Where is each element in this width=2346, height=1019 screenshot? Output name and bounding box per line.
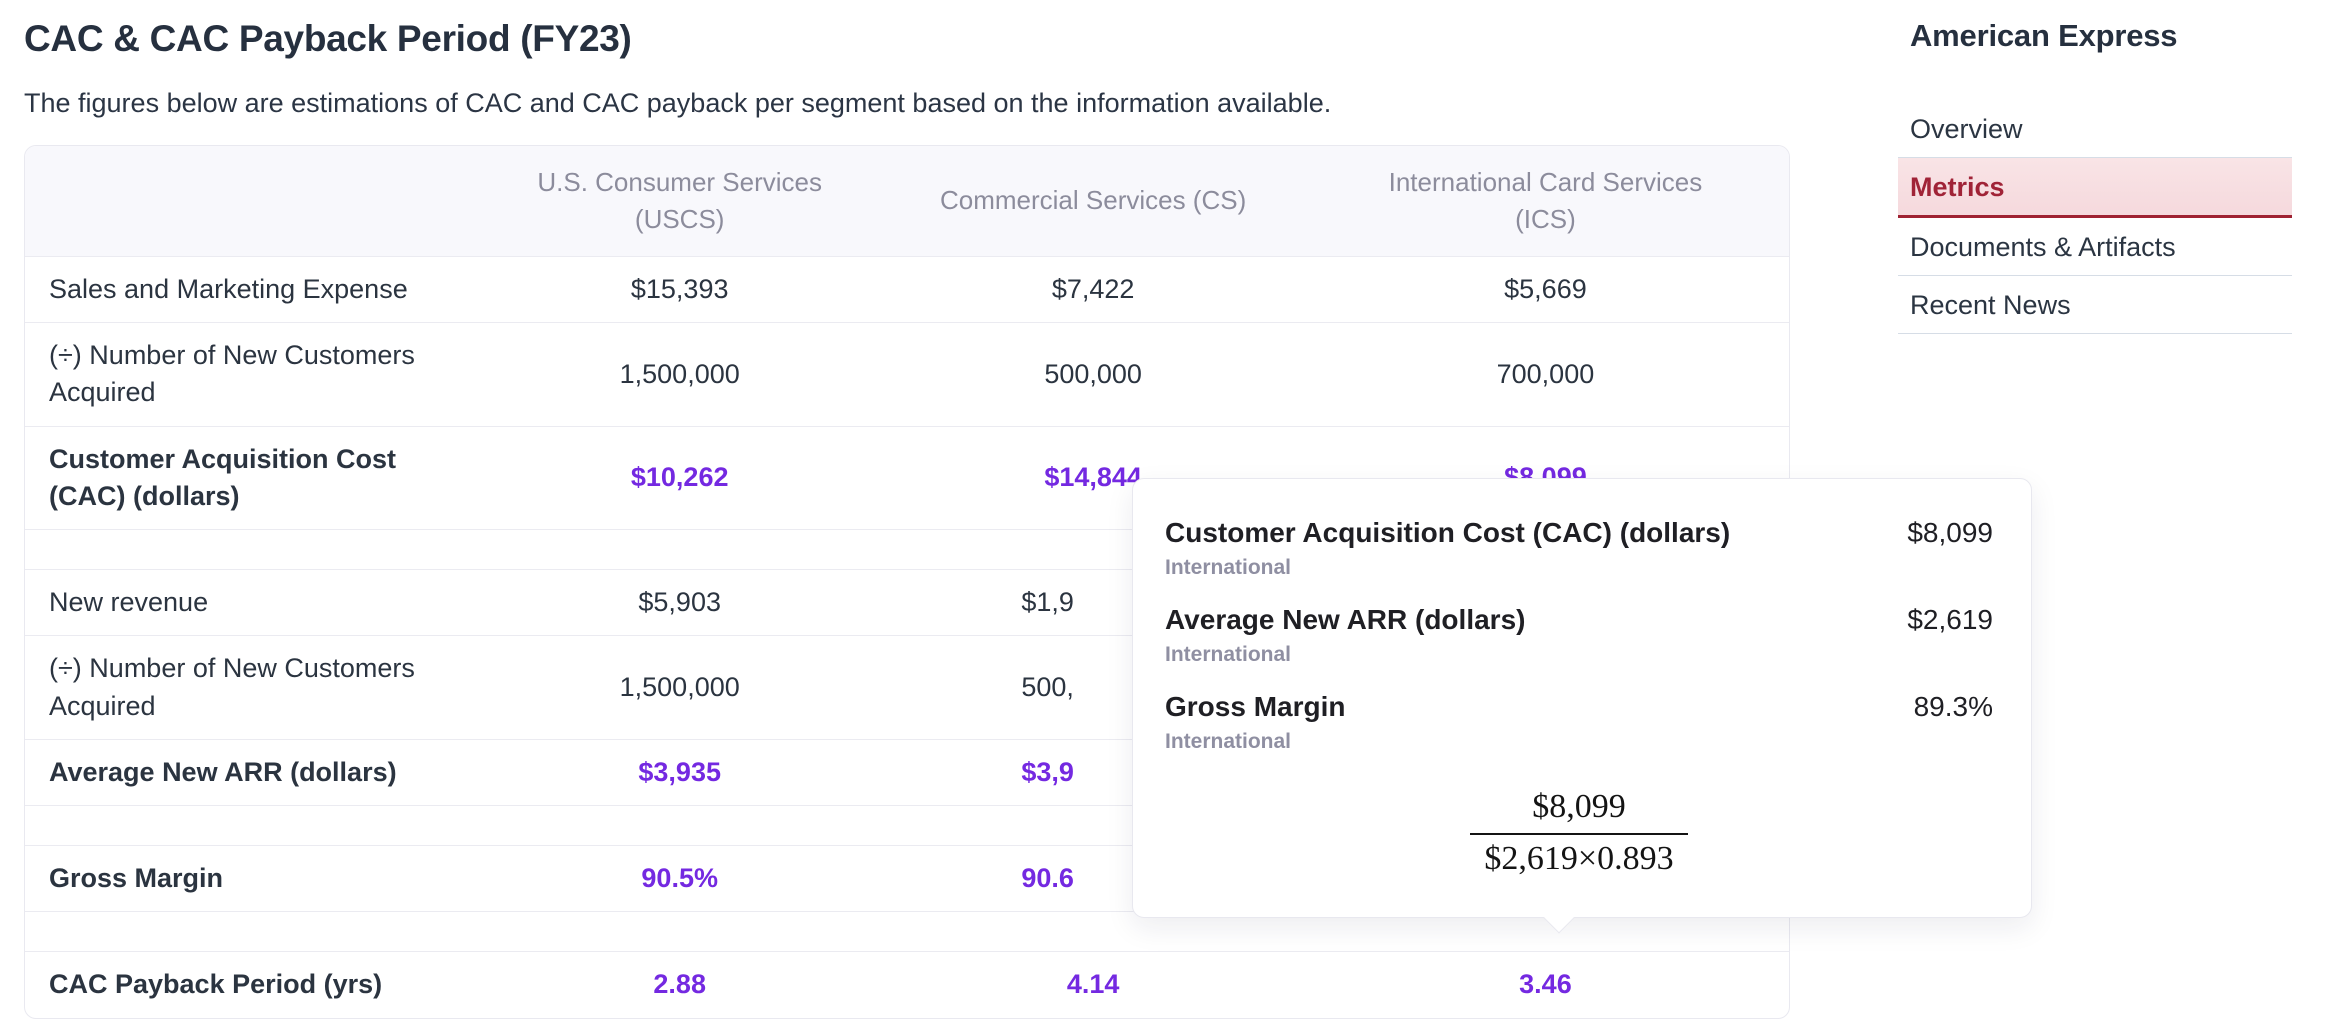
tooltip-metric-value: 89.3% — [1913, 691, 1993, 722]
sidebar-item-documents-artifacts[interactable]: Documents & Artifacts — [1898, 218, 2292, 276]
tooltip-segment-label: International — [1165, 730, 1292, 753]
sidebar-nav: Overview Metrics Documents & Artifacts R… — [1898, 100, 2292, 334]
col-header-cs: Commercial Services (CS) — [884, 146, 1302, 257]
metric-tooltip: Customer Acquisition Cost (CAC) (dollars… — [1132, 478, 2032, 934]
table-row-cac-payback-period: CAC Payback Period (yrs) 2.88 4.14 3.46 — [25, 951, 1789, 1018]
col-header-uscs: U.S. Consumer Services (USCS) — [475, 146, 885, 257]
page-title: CAC & CAC Payback Period (FY23) — [24, 18, 632, 59]
tooltip-metric-label: Gross Margin — [1165, 691, 1346, 722]
cell-ics[interactable]: 700,000 — [1301, 322, 1789, 427]
page-subtitle: The figures below are estimations of CAC… — [24, 88, 1332, 118]
cell-cs[interactable]: 500,000 — [884, 322, 1302, 427]
row-label: Gross Margin — [25, 845, 475, 912]
cell-ics[interactable]: $5,669 — [1301, 255, 1789, 323]
cac-payback-formula: $8,099 $2,619×0.893 — [1165, 788, 1993, 878]
sidebar-item-overview[interactable]: Overview — [1898, 100, 2292, 158]
tooltip-entry-arr: Average New ARR (dollars) $2,619 Interna… — [1165, 604, 1993, 667]
table-header-row: U.S. Consumer Services (USCS) Commercial… — [25, 146, 1789, 257]
row-label: New revenue — [25, 569, 475, 636]
company-title: American Express — [1910, 18, 2178, 53]
row-label: (÷) Number of New Customers Acquired — [25, 635, 475, 740]
sidebar-item-metrics[interactable]: Metrics — [1898, 158, 2292, 218]
cell-uscs[interactable]: $5,903 — [475, 569, 885, 636]
row-label: Sales and Marketing Expense — [25, 255, 475, 323]
col-header-empty — [25, 146, 475, 257]
col-header-ics: International Card Services (ICS) — [1301, 146, 1789, 257]
row-label: CAC Payback Period (yrs) — [25, 951, 475, 1018]
spacer-row — [25, 911, 1789, 952]
tooltip-entry-gross-margin: Gross Margin 89.3% International — [1165, 691, 1993, 754]
tooltip-entry-cac: Customer Acquisition Cost (CAC) (dollars… — [1165, 517, 1993, 580]
row-label: (÷) Number of New Customers Acquired — [25, 322, 475, 427]
cell-uscs[interactable]: 90.5% — [475, 845, 885, 912]
tooltip-segment-label: International — [1165, 556, 1292, 579]
tooltip-metric-value: $2,619 — [1907, 604, 1993, 635]
cell-uscs[interactable]: $15,393 — [475, 255, 885, 323]
tooltip-metric-label: Average New ARR (dollars) — [1165, 604, 1526, 635]
row-label: Average New ARR (dollars) — [25, 738, 475, 806]
table-row-new-customers-acquired: (÷) Number of New Customers Acquired 1,5… — [25, 322, 1789, 427]
sidebar-item-recent-news[interactable]: Recent News — [1898, 276, 2292, 334]
cell-uscs[interactable]: 1,500,000 — [475, 322, 885, 427]
cell-uscs[interactable]: $10,262 — [475, 425, 885, 530]
row-label: Customer Acquisition Cost (CAC) (dollars… — [25, 425, 475, 530]
table-row-sales-marketing-expense: Sales and Marketing Expense $15,393 $7,4… — [25, 255, 1789, 323]
cell-uscs[interactable]: $3,935 — [475, 738, 885, 806]
cell-ics[interactable]: 3.46 — [1301, 951, 1789, 1018]
tooltip-metric-label: Customer Acquisition Cost (CAC) (dollars… — [1165, 517, 1731, 548]
tooltip-metric-value: $8,099 — [1907, 517, 1993, 548]
sidebar: American Express Overview Metrics Docume… — [1898, 12, 2292, 334]
tooltip-segment-label: International — [1165, 643, 1292, 666]
cell-cs[interactable]: 4.14 — [884, 951, 1302, 1018]
cell-cs[interactable]: $7,422 — [884, 255, 1302, 323]
formula-denominator: $2,619×0.893 — [1470, 833, 1688, 878]
cell-uscs[interactable]: 1,500,000 — [475, 635, 885, 740]
cell-uscs[interactable]: 2.88 — [475, 951, 885, 1018]
formula-numerator: $8,099 — [1532, 788, 1626, 825]
